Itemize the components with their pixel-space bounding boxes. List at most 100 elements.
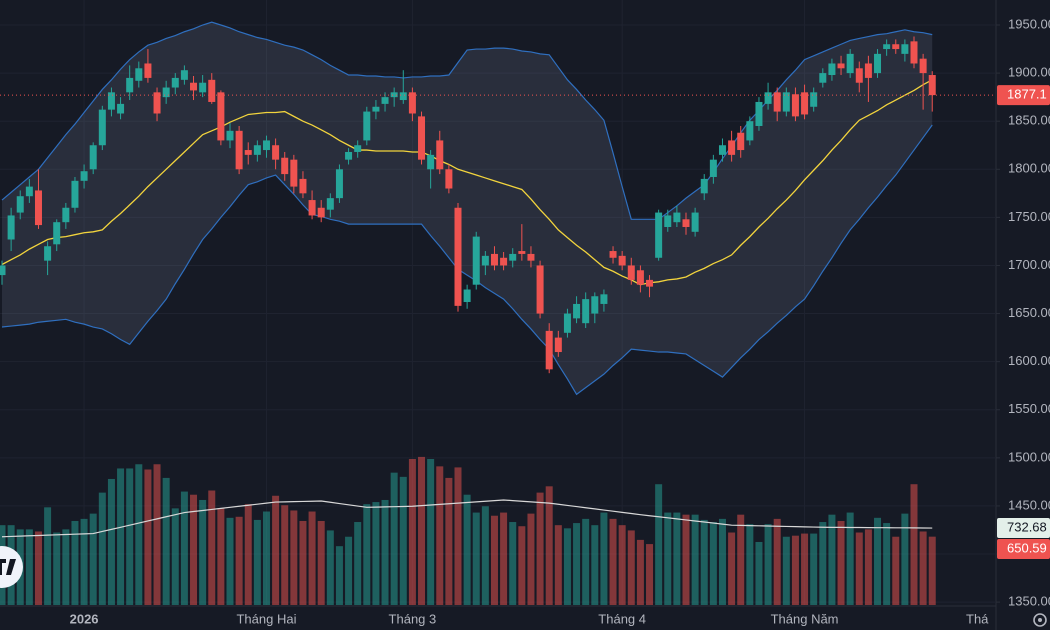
candle-body bbox=[518, 251, 526, 254]
candle-body bbox=[609, 251, 617, 258]
volume-bar bbox=[445, 477, 453, 605]
volume-bar bbox=[801, 533, 809, 605]
x-tick-label: Tháng 3 bbox=[389, 611, 437, 626]
volume-bar bbox=[80, 518, 88, 605]
candle-body bbox=[682, 219, 690, 227]
volume-bar bbox=[582, 518, 590, 605]
candle-body bbox=[737, 132, 745, 151]
y-tick-label: 1700.00 bbox=[1008, 257, 1050, 272]
volume-bar bbox=[98, 492, 106, 605]
volume-bar bbox=[527, 513, 535, 605]
volume-bar bbox=[563, 528, 571, 605]
volume-bar bbox=[773, 518, 781, 605]
candle-body bbox=[7, 215, 15, 240]
candle-body bbox=[472, 236, 480, 285]
candle-body bbox=[345, 151, 353, 160]
candle-body bbox=[764, 92, 772, 104]
candle-body bbox=[89, 145, 97, 170]
band-fill bbox=[2, 22, 933, 395]
last-price-tag bbox=[997, 85, 1050, 106]
y-tick-label: 1500.00 bbox=[1008, 449, 1050, 464]
volume-bar bbox=[399, 476, 407, 605]
volume-bar bbox=[372, 502, 380, 605]
volume-bar bbox=[262, 511, 270, 605]
candle-body bbox=[718, 145, 726, 155]
volume-bar bbox=[226, 517, 234, 605]
x-tick-label: Tháng 4 bbox=[598, 611, 646, 626]
y-tick-label: 1550.00 bbox=[1008, 401, 1050, 416]
volume-ma-tag bbox=[997, 518, 1050, 539]
candle-body bbox=[700, 178, 708, 194]
y-tick-label: 1900.00 bbox=[1008, 65, 1050, 80]
volume-bar bbox=[655, 484, 663, 605]
volume-bar bbox=[682, 514, 690, 605]
candle-body bbox=[554, 337, 562, 353]
volume-bar bbox=[454, 467, 462, 605]
volume-bar bbox=[290, 510, 298, 605]
volume-bar bbox=[463, 494, 471, 605]
candle-body bbox=[80, 171, 88, 181]
volume-bar bbox=[636, 539, 644, 605]
candle-body bbox=[536, 265, 544, 314]
candle-body bbox=[591, 296, 599, 314]
candle-body bbox=[281, 157, 289, 175]
volume-bar bbox=[664, 512, 672, 605]
candle-body bbox=[16, 196, 24, 213]
x-tick-label: Thá bbox=[966, 611, 989, 626]
volume-bar bbox=[436, 466, 444, 605]
candle-body bbox=[910, 41, 918, 64]
volume-bar bbox=[354, 522, 362, 605]
candle-body bbox=[0, 265, 6, 276]
candle-body bbox=[509, 253, 517, 261]
band-lower bbox=[1, 124, 933, 396]
candle-body bbox=[244, 150, 252, 155]
x-tick-label: Tháng Năm bbox=[771, 611, 839, 626]
volume-bar bbox=[107, 478, 115, 605]
volume-bar bbox=[764, 524, 772, 605]
volume-bar bbox=[600, 512, 608, 605]
volume-bar bbox=[509, 522, 517, 605]
volume-bar bbox=[691, 514, 699, 605]
volume-bar bbox=[554, 525, 562, 605]
volume-bar bbox=[190, 494, 198, 605]
volume-bar bbox=[883, 523, 891, 605]
volume-bar bbox=[135, 464, 143, 605]
volume-bar bbox=[427, 459, 435, 605]
candle-body bbox=[563, 313, 571, 333]
volume-bar bbox=[627, 530, 635, 605]
volume-bar bbox=[500, 512, 508, 605]
volume-bar bbox=[864, 529, 872, 605]
volume-bar bbox=[536, 492, 544, 605]
candle-body bbox=[262, 140, 270, 151]
volume-bar bbox=[919, 531, 927, 605]
candle-body bbox=[144, 63, 152, 78]
candle-body bbox=[709, 159, 717, 177]
candle-body bbox=[399, 92, 407, 101]
volume-bar bbox=[481, 506, 489, 605]
candle-body bbox=[527, 253, 535, 261]
volume-bar bbox=[244, 504, 252, 605]
candle-body bbox=[44, 246, 52, 261]
candle-body bbox=[217, 92, 225, 141]
volume-bar bbox=[281, 505, 289, 605]
candle-body bbox=[354, 145, 362, 152]
volume-bar bbox=[828, 514, 836, 605]
volume-bar bbox=[44, 507, 52, 605]
candle-body bbox=[53, 222, 61, 245]
candle-body bbox=[874, 53, 882, 74]
last-price-label: 1877.1 bbox=[1007, 87, 1047, 102]
candle-body bbox=[928, 75, 936, 96]
candle-body bbox=[919, 58, 927, 74]
settings-icon[interactable] bbox=[1033, 613, 1047, 627]
settings-gear[interactable] bbox=[1033, 613, 1047, 627]
candle-body bbox=[180, 70, 188, 80]
candle-body bbox=[62, 207, 70, 223]
candle-body bbox=[372, 106, 380, 112]
candle-body bbox=[253, 145, 261, 155]
volume-bar bbox=[299, 520, 307, 605]
volume-bar bbox=[418, 456, 426, 605]
volume-bar bbox=[381, 499, 389, 605]
volume-bar bbox=[709, 522, 717, 605]
volume-bar bbox=[874, 517, 882, 605]
volume-bar bbox=[609, 518, 617, 605]
